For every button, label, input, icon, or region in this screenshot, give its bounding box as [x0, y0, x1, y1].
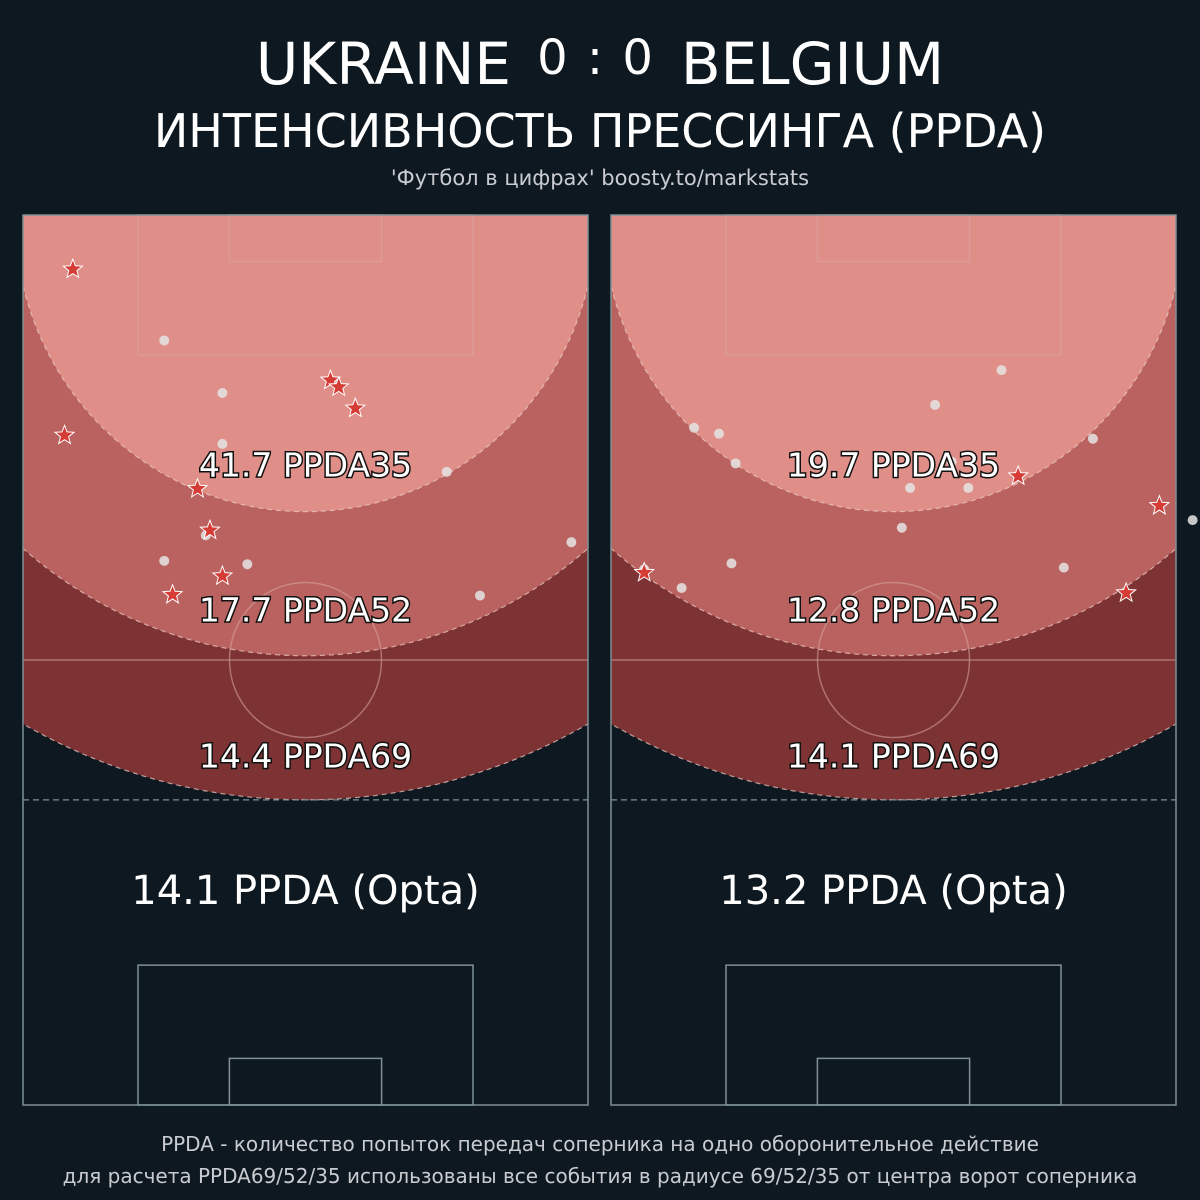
action-star [62, 257, 84, 279]
action-dot [689, 422, 700, 433]
center-circle [228, 581, 383, 739]
action-dot [441, 466, 452, 477]
action-dot [242, 559, 253, 570]
match-title: UKRAINE 0 : 0 BELGIUM [0, 22, 1200, 106]
ppda35-label: 41.7 PPDA35 [199, 446, 412, 485]
pitch-border [610, 214, 1177, 1106]
action-dot [726, 558, 737, 569]
center-circle [816, 581, 971, 739]
pitch-markings [611, 214, 1176, 739]
pressing-zones [611, 215, 1176, 1105]
action-dot [1087, 433, 1098, 444]
away-team-name: BELGIUM [680, 30, 945, 98]
action-star [344, 396, 367, 418]
action-star [161, 583, 184, 604]
ppda52-label: 12.8 PPDA52 [787, 591, 1000, 630]
ppda-opta-label: 14.1 PPDA (Opta) [131, 868, 479, 914]
match-score: 0 : 0 [537, 30, 655, 86]
action-dot [996, 365, 1007, 376]
action-dot [730, 458, 741, 469]
chart-subtitle: ИНТЕНСИВНОСТЬ ПРЕССИНГА (PPDA) [153, 104, 1047, 158]
credit-text: 'Футбол в цифрах' boosty.to/markstats [390, 166, 810, 190]
pitch-border [22, 214, 589, 1106]
action-star [53, 423, 76, 445]
dot-markers [639, 365, 1198, 593]
action-dot [1187, 515, 1198, 526]
action-star [327, 375, 350, 397]
zone-35 [611, 215, 1176, 513]
footer-notes: PPDA - количество попыток передач соперн… [0, 1128, 1200, 1192]
action-star [211, 564, 234, 586]
footer-line-2: для расчета PPDA69/52/35 использованы вс… [62, 1164, 1138, 1188]
star-markers [633, 464, 1171, 603]
action-star [1115, 581, 1137, 603]
lower-markings [610, 214, 1177, 1106]
action-dot [714, 428, 725, 439]
pitch-ukraine: 41.7 PPDA35 17.7 PPDA52 14.4 PPDA69 14.1 PP… [22, 214, 843, 1106]
pitch-belgium: 19.7 PPDA35 12.8 PPDA52 14.1 PPDA69 13.2 PP… [610, 214, 1198, 1106]
ppda35-label: 19.7 PPDA35 [787, 446, 1000, 485]
action-dot [930, 399, 941, 410]
footer-line-1: PPDA - количество попыток передач соперн… [161, 1132, 1039, 1156]
ppda-opta-label: 13.2 PPDA (Opta) [719, 868, 1067, 914]
action-dot [159, 555, 170, 566]
action-star [1007, 464, 1029, 486]
action-dot [159, 335, 170, 346]
lower-markings [22, 214, 589, 1106]
action-star [1148, 494, 1171, 515]
action-dot [566, 537, 577, 548]
action-dot [963, 482, 974, 493]
ppda69-label: 14.1 PPDA69 [787, 737, 1000, 776]
action-dot [676, 582, 687, 593]
ppda69-label: 14.4 PPDA69 [199, 737, 412, 776]
action-dot [905, 482, 916, 493]
zone-35 [23, 215, 588, 513]
action-dot [474, 590, 485, 601]
action-star [186, 477, 209, 498]
action-dot [946, 456, 957, 467]
ppda52-label: 17.7 PPDA52 [199, 591, 412, 630]
action-star [199, 518, 221, 540]
action-dot [217, 438, 228, 449]
action-dot [896, 522, 907, 533]
action-star [633, 561, 656, 582]
home-team-name: UKRAINE [255, 30, 512, 98]
action-dot [1058, 562, 1069, 573]
action-dot [217, 388, 228, 398]
